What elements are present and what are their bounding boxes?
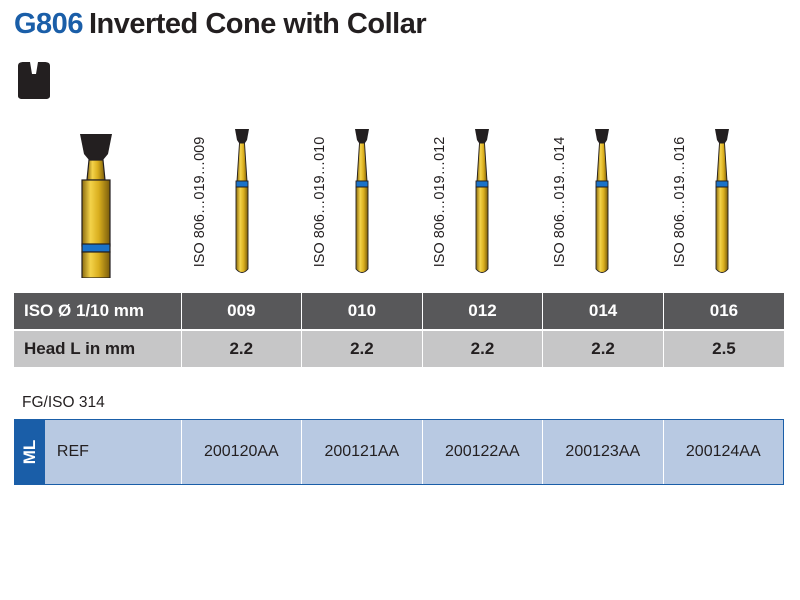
ref-code: 200122AA — [421, 420, 542, 484]
ml-tab: ML — [15, 420, 45, 484]
ref-code: 200124AA — [662, 420, 783, 484]
bur-illustration-icon — [80, 134, 112, 278]
head-length-value: 2.5 — [663, 330, 784, 367]
head-length-row: Head L in mm 2.2 2.2 2.2 2.2 2.5 — [14, 330, 784, 367]
ml-tab-label: ML — [19, 439, 39, 465]
ref-table: ML REF 200120AA 200121AA 200122AA 200123… — [14, 419, 784, 485]
iso-number-label: ISO 806…019…016 — [672, 136, 688, 268]
iso-diameter-row: ISO Ø 1/10 mm 009 010 012 014 016 — [14, 293, 784, 331]
iso-number-label: ISO 806…019…014 — [552, 136, 568, 268]
ref-label: REF — [56, 443, 89, 460]
ref-code: 200123AA — [542, 420, 662, 484]
head-length-value: 2.2 — [422, 330, 544, 367]
page-title: G806 Inverted Cone with Collar — [14, 8, 427, 41]
iso-diameter-value: 014 — [542, 293, 664, 331]
iso-number-label: ISO 806…019…010 — [312, 136, 328, 268]
bur-icon — [715, 129, 729, 273]
iso-diameter-value: 012 — [422, 293, 544, 331]
spec-table: ISO Ø 1/10 mm 009 010 012 014 016 Head L… — [14, 293, 784, 367]
iso-number-label: ISO 806…019…012 — [432, 136, 448, 268]
shank-type-label: FG/ISO 314 — [22, 394, 105, 411]
product-name: Inverted Cone with Collar — [88, 8, 427, 40]
ref-code: 200121AA — [301, 420, 421, 484]
bur-icon — [475, 129, 489, 273]
iso-number-label: ISO 806…019…009 — [192, 136, 208, 268]
iso-diameter-label: ISO Ø 1/10 mm — [14, 293, 182, 331]
product-code: G806 — [14, 8, 83, 40]
ref-code: 200120AA — [180, 420, 301, 484]
iso-diameter-value: 009 — [181, 293, 303, 331]
head-length-value: 2.2 — [181, 330, 303, 367]
inverted-cone-shape-icon — [18, 62, 50, 99]
iso-diameter-value: 016 — [663, 293, 784, 331]
iso-diameter-value: 010 — [301, 293, 423, 331]
head-length-value: 2.2 — [301, 330, 423, 367]
head-length-label: Head L in mm — [14, 330, 182, 367]
head-length-value: 2.2 — [542, 330, 664, 367]
bur-icon — [235, 129, 249, 273]
bur-icon — [595, 129, 609, 273]
bur-icon — [355, 129, 369, 273]
